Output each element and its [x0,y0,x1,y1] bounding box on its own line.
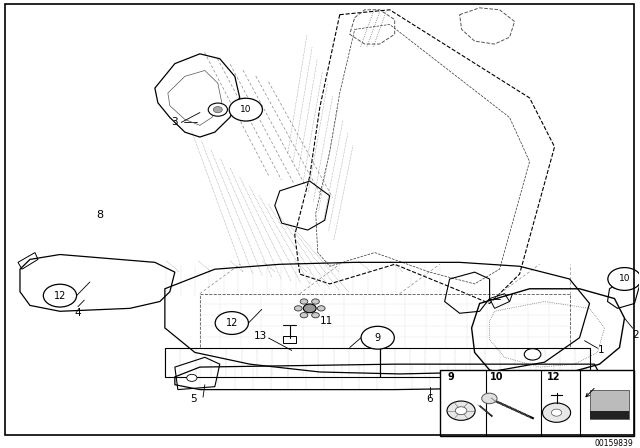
Text: 12: 12 [54,291,66,301]
Circle shape [543,403,571,422]
Circle shape [215,312,248,335]
Text: 5: 5 [190,394,196,405]
Bar [589,411,628,419]
Bar [284,336,296,343]
Text: 7: 7 [506,293,513,304]
Circle shape [482,393,497,404]
Text: 12: 12 [226,318,238,328]
Circle shape [44,284,77,307]
Text: 11: 11 [320,316,333,326]
Circle shape [300,299,308,304]
Circle shape [208,103,227,116]
Text: 12: 12 [547,372,560,382]
Text: 9: 9 [374,333,381,343]
Circle shape [312,299,319,304]
Circle shape [213,107,222,113]
Text: 10: 10 [619,275,630,284]
Text: 10: 10 [240,105,252,114]
Text: 3: 3 [171,117,177,127]
Text: 6: 6 [426,394,433,405]
Circle shape [361,326,394,349]
Circle shape [524,349,541,360]
Text: 13: 13 [253,331,267,341]
Circle shape [294,306,302,311]
Text: 4: 4 [75,308,81,318]
Circle shape [312,313,319,318]
Text: 00159839: 00159839 [595,439,633,448]
Text: 10: 10 [490,372,504,382]
Circle shape [455,407,467,415]
Circle shape [608,267,640,290]
Circle shape [187,375,197,381]
Circle shape [300,313,308,318]
Circle shape [552,409,562,416]
Circle shape [229,98,262,121]
Circle shape [317,306,325,311]
Text: 8: 8 [97,211,104,220]
Circle shape [303,304,316,313]
FancyBboxPatch shape [589,390,628,419]
Text: 9: 9 [447,372,454,382]
Text: 1: 1 [598,345,604,355]
Bar [440,370,634,435]
Text: 2: 2 [632,330,639,340]
Circle shape [447,401,475,420]
